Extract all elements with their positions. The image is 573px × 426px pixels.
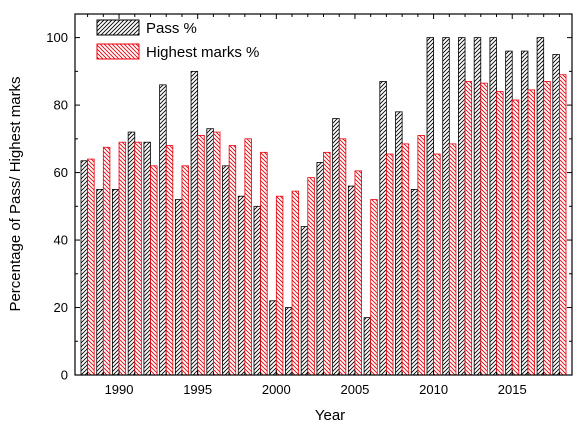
y-tick-label-100: 100 <box>46 30 68 45</box>
bar-pass-1988 <box>80 160 88 376</box>
bar-highest-marks-2011 <box>448 143 457 376</box>
bar-pass-2001 <box>285 307 293 376</box>
x-tick-label-2005: 2005 <box>340 382 369 397</box>
bar-highest-marks-2010 <box>433 153 441 376</box>
bar-pass-2002 <box>300 226 309 376</box>
bar-highest-marks-2009 <box>417 135 425 376</box>
bar-highest-marks-2007 <box>386 153 394 376</box>
bar-highest-marks-2016 <box>527 89 535 376</box>
bar-pass-2008 <box>395 111 403 376</box>
bar-highest-marks-2017 <box>543 81 551 376</box>
bar-highest-marks-2005 <box>354 170 362 376</box>
bar-highest-marks-2002 <box>307 177 315 376</box>
legend: Pass % Highest marks % <box>96 19 259 61</box>
bar-pass-1992 <box>143 141 151 376</box>
bar-highest-marks-2018 <box>559 74 567 376</box>
bar-highest-marks-2012 <box>464 81 473 376</box>
bar-pass-2014 <box>489 37 497 376</box>
bar-highest-marks-2001 <box>291 190 300 376</box>
bar-highest-marks-1997 <box>228 145 237 376</box>
legend-swatch-highest-marks <box>96 43 140 60</box>
bar-pass-2003 <box>316 162 324 376</box>
bar-highest-marks-2014 <box>496 91 504 376</box>
x-tick-label-2015: 2015 <box>498 382 527 397</box>
legend-swatch-pass <box>96 19 140 36</box>
bars-layer <box>80 37 567 376</box>
bar-highest-marks-1990 <box>118 141 127 376</box>
bar-pass-2005 <box>347 185 356 376</box>
bar-pass-2016 <box>520 50 529 376</box>
x-tick-label-1995: 1995 <box>183 382 212 397</box>
bar-highest-marks-2015 <box>511 99 520 376</box>
y-tick-label-0: 0 <box>61 368 68 383</box>
bar-pass-2017 <box>536 37 545 376</box>
bar-pass-1991 <box>127 131 136 376</box>
bar-pass-1997 <box>222 165 230 376</box>
bar-highest-marks-2013 <box>480 82 488 376</box>
x-axis: 1990 1995 2000 2005 2010 2015 <box>87 14 560 397</box>
bar-highest-marks-2003 <box>323 151 331 376</box>
bar-pass-2012 <box>458 37 466 376</box>
bar-highest-marks-1993 <box>165 145 174 376</box>
bar-pass-1990 <box>112 189 120 376</box>
bar-pass-2018 <box>552 54 560 376</box>
bar-highest-marks-2006 <box>370 199 378 376</box>
bar-highest-marks-1998 <box>244 138 252 376</box>
bar-pass-1995 <box>190 70 199 376</box>
y-tick-label-60: 60 <box>54 165 68 180</box>
bar-pass-1989 <box>96 189 104 376</box>
bar-pass-2013 <box>473 37 482 376</box>
bar-pass-2007 <box>379 81 387 376</box>
bar-pass-2015 <box>505 50 513 376</box>
bar-highest-marks-1992 <box>150 165 158 376</box>
bar-pass-2000 <box>269 300 277 376</box>
bar-highest-marks-1999 <box>260 151 268 376</box>
bar-highest-marks-1991 <box>134 141 142 376</box>
bar-highest-marks-2004 <box>338 138 347 376</box>
x-tick-label-1990: 1990 <box>105 382 134 397</box>
x-tick-label-2010: 2010 <box>419 382 448 397</box>
bar-highest-marks-1996 <box>213 131 221 376</box>
bar-pass-2006 <box>363 317 372 376</box>
bar-pass-1994 <box>174 199 183 376</box>
x-axis-title: Year <box>315 407 345 424</box>
bar-pass-1993 <box>159 84 167 376</box>
bar-highest-marks-1989 <box>102 146 111 376</box>
y-tick-label-40: 40 <box>54 233 68 248</box>
bar-highest-marks-1994 <box>181 165 189 376</box>
bar-highest-marks-1995 <box>197 135 205 376</box>
bar-highest-marks-2008 <box>401 143 410 376</box>
y-axis-title: Percentage of Pass/ Highest marks <box>7 76 24 311</box>
bar-pass-2011 <box>442 37 450 376</box>
legend-label-highest-marks: Highest marks % <box>146 44 259 61</box>
bar-pass-2009 <box>410 189 419 376</box>
y-axis: 0 20 40 60 80 100 <box>46 30 572 383</box>
bar-pass-1999 <box>253 205 261 376</box>
y-tick-label-20: 20 <box>54 300 68 315</box>
bar-highest-marks-2000 <box>275 195 284 376</box>
bar-highest-marks-1988 <box>87 158 95 376</box>
y-tick-label-80: 80 <box>54 98 68 113</box>
legend-label-pass: Pass % <box>146 20 197 37</box>
bar-pass-2004 <box>332 118 340 376</box>
x-tick-label-2000: 2000 <box>262 382 291 397</box>
bar-pass-1996 <box>206 128 214 376</box>
bar-pass-2010 <box>426 37 434 376</box>
bar-pass-1998 <box>237 195 246 376</box>
